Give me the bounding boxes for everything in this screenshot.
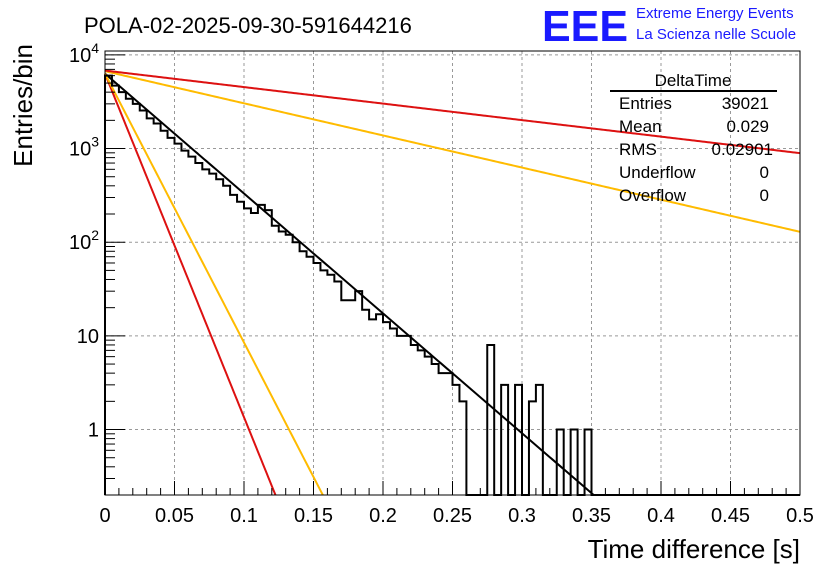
fit-line-fit: [104, 72, 595, 496]
x-tick-label: 0.05: [155, 505, 194, 527]
stats-label-mean: Mean: [619, 117, 662, 136]
y-tick-labels: 1 10 102 103 104: [69, 40, 99, 442]
stats-value-entries: 39021: [722, 94, 769, 113]
axis-ticks: [104, 54, 801, 496]
stats-value-rms: 0.02901: [712, 140, 773, 159]
x-tick-label: 0.2: [369, 505, 397, 527]
stats-value-mean: 0.029: [726, 117, 769, 136]
fit-line-yellow-shallow: [104, 70, 801, 233]
x-tick-label: 0.15: [294, 505, 333, 527]
fit-line-red-steep: [104, 73, 277, 496]
x-tick-label: 0.4: [647, 505, 675, 527]
fit-lines: [104, 69, 801, 496]
y-tick-label: 10: [77, 326, 99, 348]
eee-logo: EEE Extreme Energy Events La Scienza nel…: [542, 2, 796, 51]
logo-mark: EEE: [542, 2, 628, 51]
stats-box: DeltaTime Entries 39021 Mean 0.029 RMS 0…: [610, 71, 777, 205]
logo-line-1: Extreme Energy Events: [636, 5, 794, 22]
chart-title: POLA-02-2025-09-30-591644216: [84, 13, 412, 38]
x-tick-label: 0.3: [508, 505, 536, 527]
fit-line-yellow-steep: [104, 73, 324, 496]
fit-line-red-shallow: [104, 69, 801, 155]
stats-label-entries: Entries: [619, 94, 672, 113]
x-tick-label: 0.45: [711, 505, 750, 527]
logo-line-2: La Scienza nelle Scuole: [636, 26, 796, 43]
x-tick-label: 0.5: [786, 505, 814, 527]
stats-label-overflow: Overflow: [619, 186, 687, 205]
x-tick-labels: 0 0.05 0.1 0.15 0.2 0.25 0.3 0.35 0.4 0.45 0.5: [99, 505, 813, 527]
stats-label-rms: RMS: [619, 140, 657, 159]
grid: [105, 51, 800, 495]
x-axis-title: Time difference [s]: [588, 534, 800, 564]
stats-value-overflow: 0: [760, 186, 769, 205]
y-axis-title: Entries/bin: [8, 44, 38, 167]
stats-title: DeltaTime: [655, 71, 732, 90]
stats-value-underflow: 0: [760, 163, 769, 182]
y-tick-label: 1: [88, 420, 99, 442]
x-tick-label: 0.25: [433, 505, 472, 527]
y-tick-label: 103: [69, 134, 99, 161]
y-tick-label: 102: [69, 227, 99, 254]
y-tick-label: 104: [69, 40, 99, 67]
x-tick-label: 0.35: [572, 505, 611, 527]
x-tick-label: 0.1: [230, 505, 258, 527]
stats-label-underflow: Underflow: [619, 163, 696, 182]
x-tick-label: 0: [99, 505, 110, 527]
